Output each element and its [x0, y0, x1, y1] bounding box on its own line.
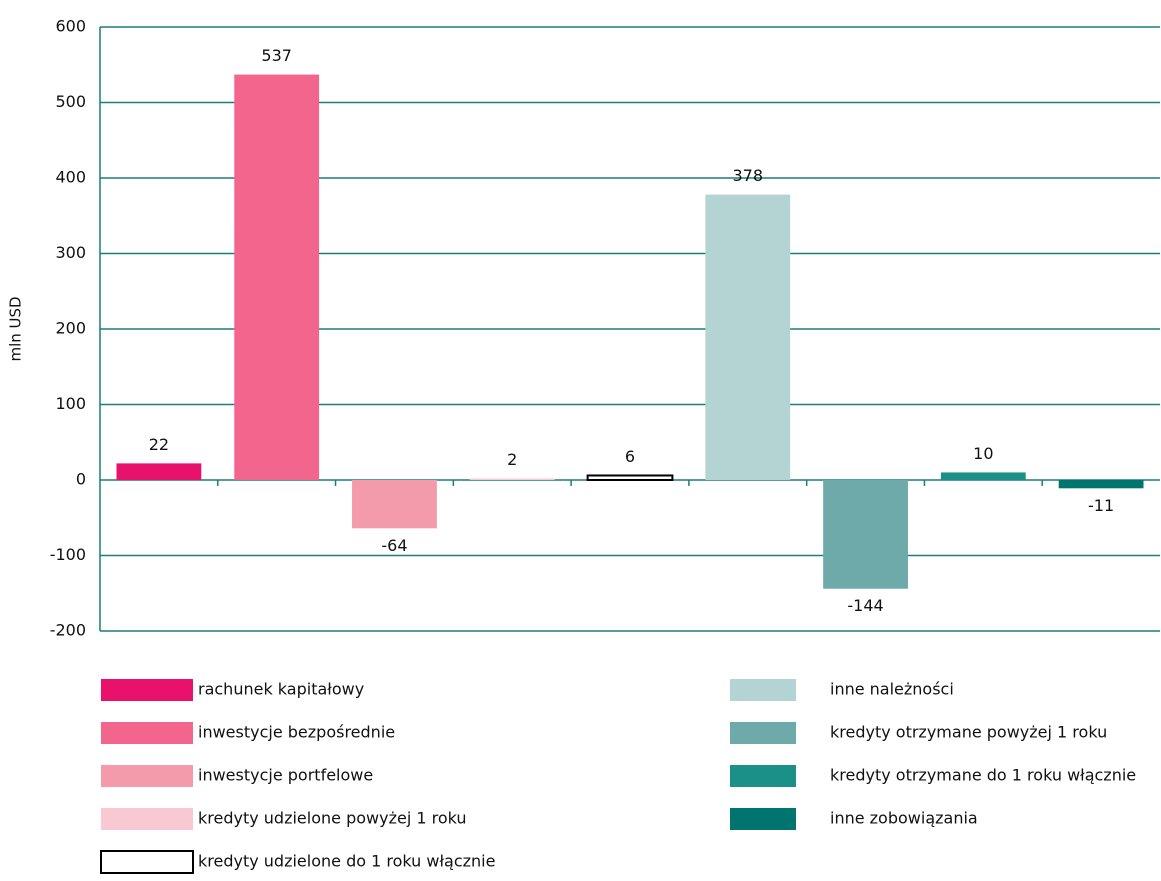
legend-label: inwestycje portfelowe: [198, 766, 373, 785]
legend-swatch: [101, 808, 193, 830]
data-label: -64: [381, 536, 407, 555]
legend-swatch: [100, 850, 194, 874]
data-label: 10: [973, 444, 993, 463]
legend-swatch: [101, 765, 193, 787]
bar: [469, 478, 555, 480]
legend-label: inne zobowiązania: [830, 809, 978, 828]
legend-label: kredyty udzielone do 1 roku włącznie: [198, 852, 495, 871]
y-tick-label: 300: [55, 243, 86, 262]
legend-swatch: [730, 808, 796, 830]
legend-swatch: [730, 722, 796, 744]
data-label: 2: [507, 450, 517, 469]
bar: [116, 463, 202, 480]
data-label: -11: [1088, 496, 1114, 515]
legend-swatch: [730, 679, 796, 701]
y-tick-label: 0: [76, 470, 86, 489]
data-label: 378: [733, 166, 764, 185]
bar: [234, 74, 320, 480]
legend-label: kredyty udzielone powyżej 1 roku: [198, 809, 467, 828]
legend-swatch: [730, 765, 796, 787]
bar: [352, 480, 437, 529]
y-tick-label: -100: [50, 545, 86, 564]
bar: [1058, 480, 1144, 489]
y-axis-label: mln USD: [7, 296, 25, 361]
data-label: 6: [625, 447, 635, 466]
legend-label: kredyty otrzymane powyżej 1 roku: [830, 723, 1107, 742]
legend-label: rachunek kapitałowy: [198, 680, 364, 699]
y-tick-label: 100: [55, 394, 86, 413]
y-tick-label: 200: [55, 319, 86, 338]
legend-label: kredyty otrzymane do 1 roku włącznie: [830, 766, 1136, 785]
y-tick-label: 500: [55, 92, 86, 111]
legend-swatch: [101, 722, 193, 744]
data-label: 22: [149, 435, 169, 454]
bar: [705, 194, 791, 481]
bar: [586, 474, 674, 482]
bar: [940, 472, 1026, 480]
legend-swatch: [101, 679, 193, 701]
bar: [823, 480, 908, 589]
legend-label: inwestycje bezpośrednie: [198, 723, 395, 742]
data-label: 537: [261, 46, 292, 65]
y-tick-label: -200: [50, 621, 86, 640]
data-label: -144: [847, 596, 883, 615]
legend-label: inne należności: [830, 680, 954, 699]
y-tick-label: 400: [55, 168, 86, 187]
y-tick-label: 600: [55, 17, 86, 36]
